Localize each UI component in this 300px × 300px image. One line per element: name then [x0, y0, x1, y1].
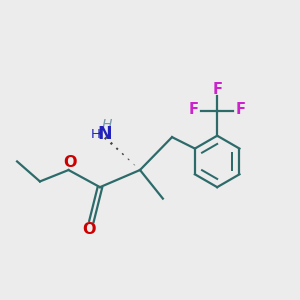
Text: F: F: [212, 82, 222, 97]
Text: O: O: [63, 154, 77, 169]
Text: N: N: [97, 125, 112, 143]
Text: F: F: [236, 103, 246, 118]
Text: H: H: [91, 128, 100, 141]
Text: H: H: [102, 118, 112, 132]
Text: F: F: [188, 103, 199, 118]
Text: O: O: [82, 222, 95, 237]
